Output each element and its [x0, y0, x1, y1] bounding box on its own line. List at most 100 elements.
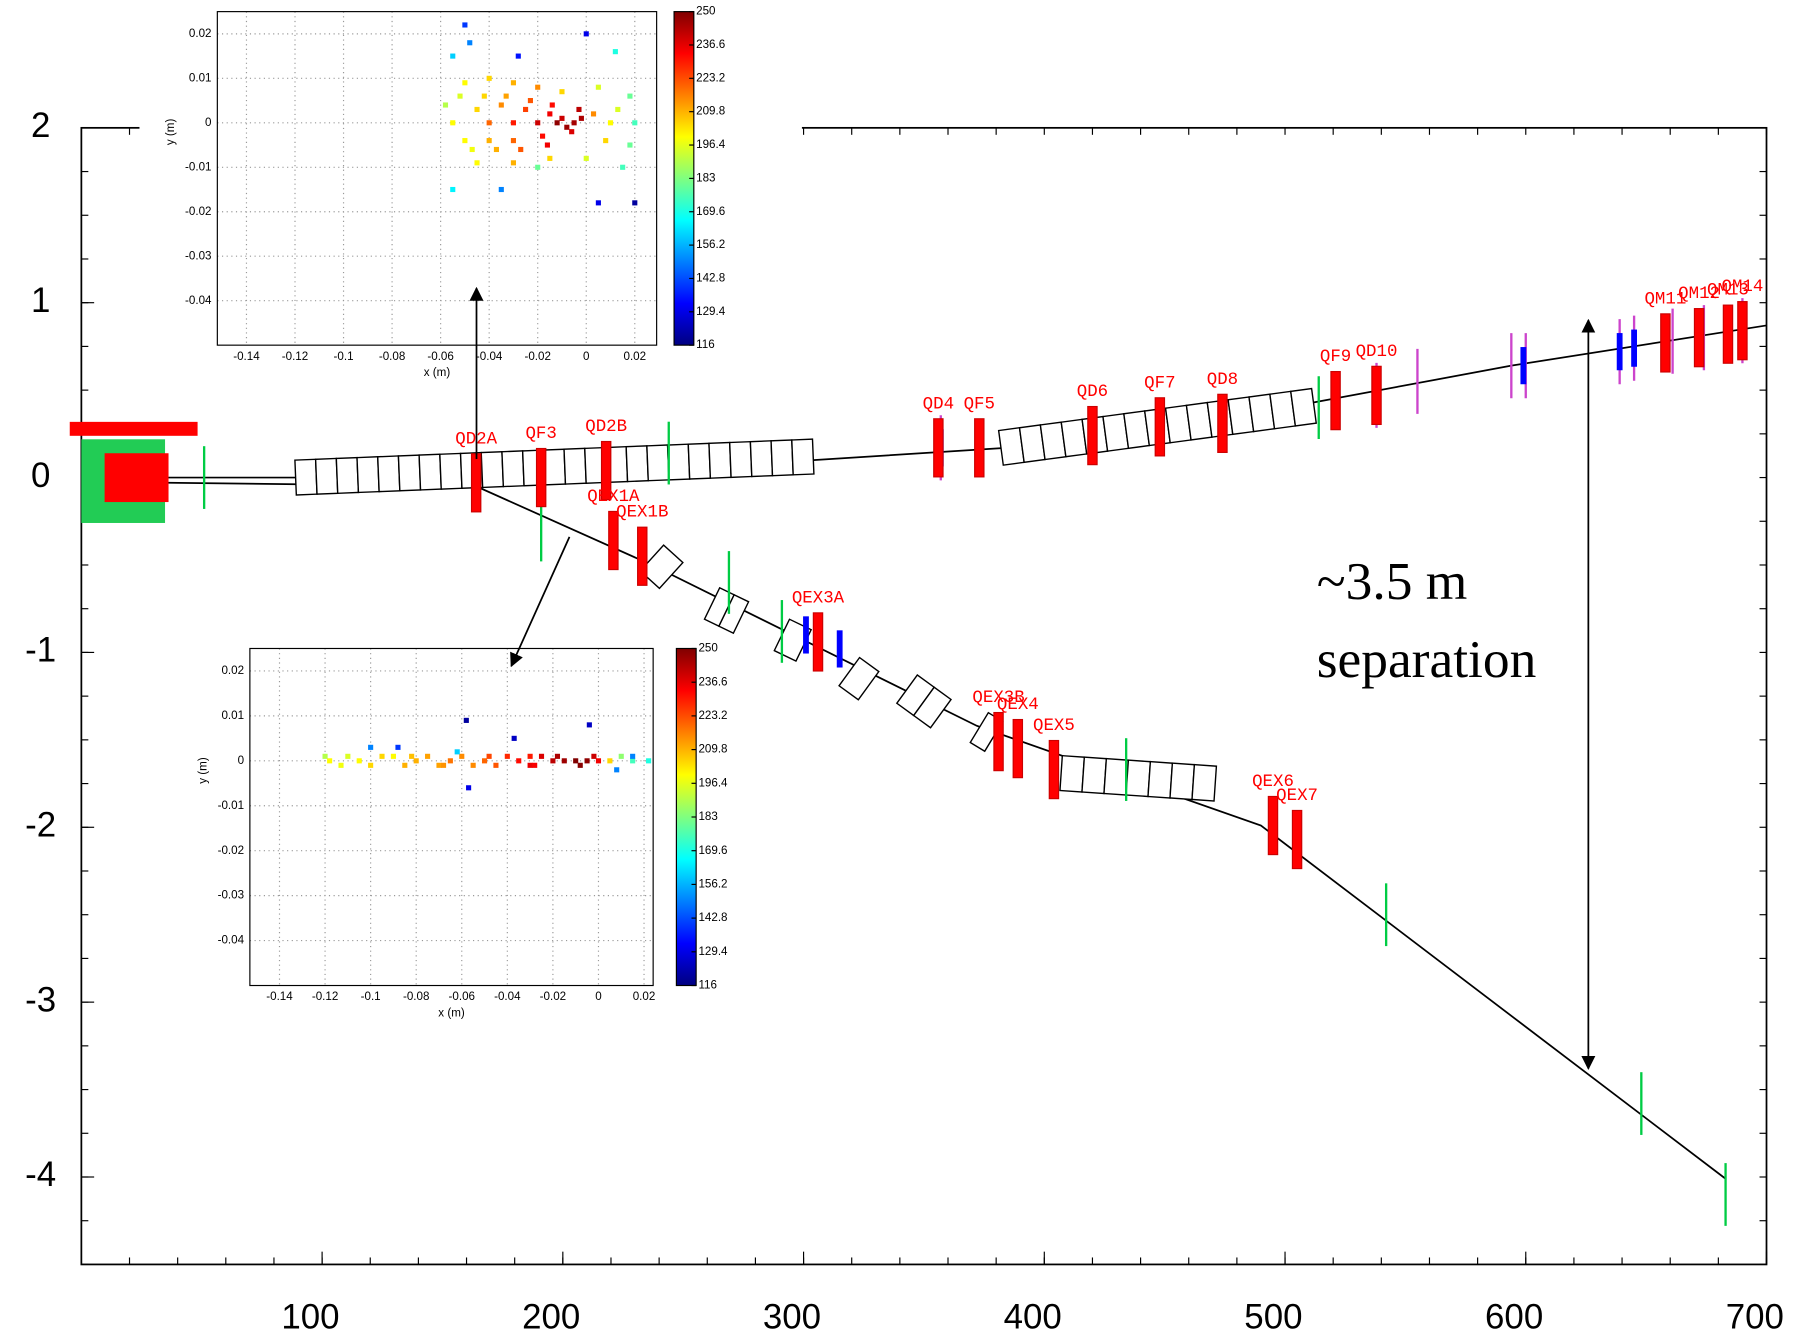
quadrupole [1267, 795, 1279, 856]
x-tick-label: -0.14 [266, 990, 293, 1003]
dipole [501, 450, 525, 488]
particle [632, 200, 638, 206]
y-tick-label: 2 [31, 106, 50, 145]
particle [379, 753, 385, 759]
particle [462, 22, 468, 28]
particle [559, 115, 565, 121]
y-tick-label: -0.01 [185, 160, 211, 173]
particle [450, 120, 456, 126]
x-tick-label: -0.08 [403, 990, 429, 1003]
particle [345, 753, 351, 759]
x-tick-label: -0.1 [361, 990, 381, 1003]
dipole [335, 456, 360, 495]
colorbar-label: 129.4 [696, 305, 726, 318]
y-tick-label: -0.03 [185, 249, 211, 262]
particle [595, 758, 602, 764]
dipole [376, 455, 401, 493]
quadrupole-label: QM12 [1678, 284, 1720, 304]
x-tick-label: -0.06 [427, 350, 453, 363]
quadrupole-label: QD2B [585, 417, 627, 437]
dipole [1059, 754, 1086, 793]
particle [515, 53, 521, 59]
axes-frame [249, 647, 654, 987]
dipole [625, 445, 650, 483]
target-station [69, 421, 198, 523]
particle [409, 753, 415, 759]
colorbar-label: 129.4 [698, 945, 728, 958]
quadrupole [1012, 718, 1024, 779]
particle [503, 93, 509, 99]
particle [440, 762, 447, 768]
particle [584, 758, 590, 764]
quadrupole-label: QM11 [1644, 289, 1686, 309]
particle [511, 735, 517, 741]
particle [356, 758, 362, 764]
colorbar-label: 156.2 [696, 238, 725, 251]
quadrupole-label: QEX5 [1033, 716, 1075, 736]
particle [547, 155, 553, 161]
particle [457, 93, 463, 99]
particle [498, 102, 504, 108]
particle [463, 717, 469, 723]
particle [486, 75, 492, 81]
particle [527, 762, 533, 768]
quadrupole [974, 418, 985, 478]
particle [559, 89, 565, 95]
dipole [791, 438, 815, 476]
particle [368, 762, 374, 768]
particle [550, 758, 556, 764]
particle [454, 749, 460, 755]
dipole [439, 452, 463, 490]
y-tick-label: 0 [31, 456, 50, 495]
particle [516, 758, 522, 764]
x-tick-label: -0.08 [379, 350, 405, 363]
quadrupole-label: QEX1A [587, 487, 640, 507]
y-tick-label: -4 [25, 1155, 56, 1194]
particle [614, 767, 620, 773]
particle [603, 138, 609, 144]
particle [578, 115, 584, 121]
quadrupole [1660, 313, 1671, 373]
dipole [563, 447, 587, 485]
particle [481, 758, 488, 764]
dipole [294, 458, 318, 496]
quadrupole-label: QEX7 [1276, 786, 1318, 806]
x-tick-label: 0.02 [633, 990, 656, 1003]
x-tick-label: 400 [1004, 1297, 1062, 1333]
quadrupole [933, 418, 944, 478]
particle [618, 753, 624, 759]
colorbar-label: 196.4 [696, 138, 726, 151]
quadrupole-label: QEX3A [792, 588, 845, 608]
dipole [770, 439, 794, 477]
particle [474, 160, 480, 166]
particle [442, 102, 449, 108]
particle [486, 753, 492, 759]
particle [450, 186, 456, 193]
annotation: separation [1317, 629, 1537, 689]
colorbar-label: 156.2 [698, 877, 727, 890]
colorbar-label: 250 [696, 5, 715, 18]
bpm [1616, 333, 1623, 371]
dipole [418, 453, 442, 491]
inset-arrows [469, 286, 571, 668]
particle [620, 164, 626, 170]
particle [554, 753, 561, 759]
colorbar-label: 116 [696, 338, 715, 351]
dipole [1191, 763, 1218, 802]
dipole [749, 440, 774, 478]
particle [470, 762, 476, 768]
quadrupole [1737, 301, 1748, 361]
particle [540, 133, 546, 139]
particle [612, 49, 618, 55]
annotation: ~3.5 m [1317, 551, 1468, 611]
y-tick-label: 0 [205, 116, 211, 129]
particle [577, 762, 583, 768]
particle [322, 753, 328, 759]
particle [627, 93, 633, 99]
inset-panel [191, 636, 675, 1032]
particle [466, 785, 472, 791]
quadrupole [535, 447, 547, 508]
dipole [728, 440, 753, 479]
quadrupole [1693, 308, 1705, 368]
